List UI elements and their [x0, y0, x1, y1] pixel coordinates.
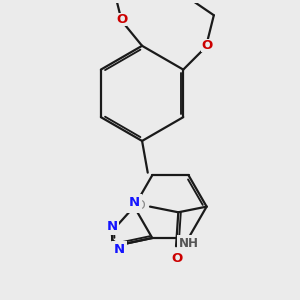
Text: NH: NH	[178, 237, 199, 250]
Text: N: N	[106, 220, 117, 233]
Text: N: N	[114, 243, 125, 256]
Text: O: O	[201, 39, 213, 52]
Text: O: O	[172, 252, 183, 265]
Text: HO: HO	[128, 199, 147, 212]
Text: N: N	[129, 196, 140, 208]
Text: O: O	[116, 13, 127, 26]
